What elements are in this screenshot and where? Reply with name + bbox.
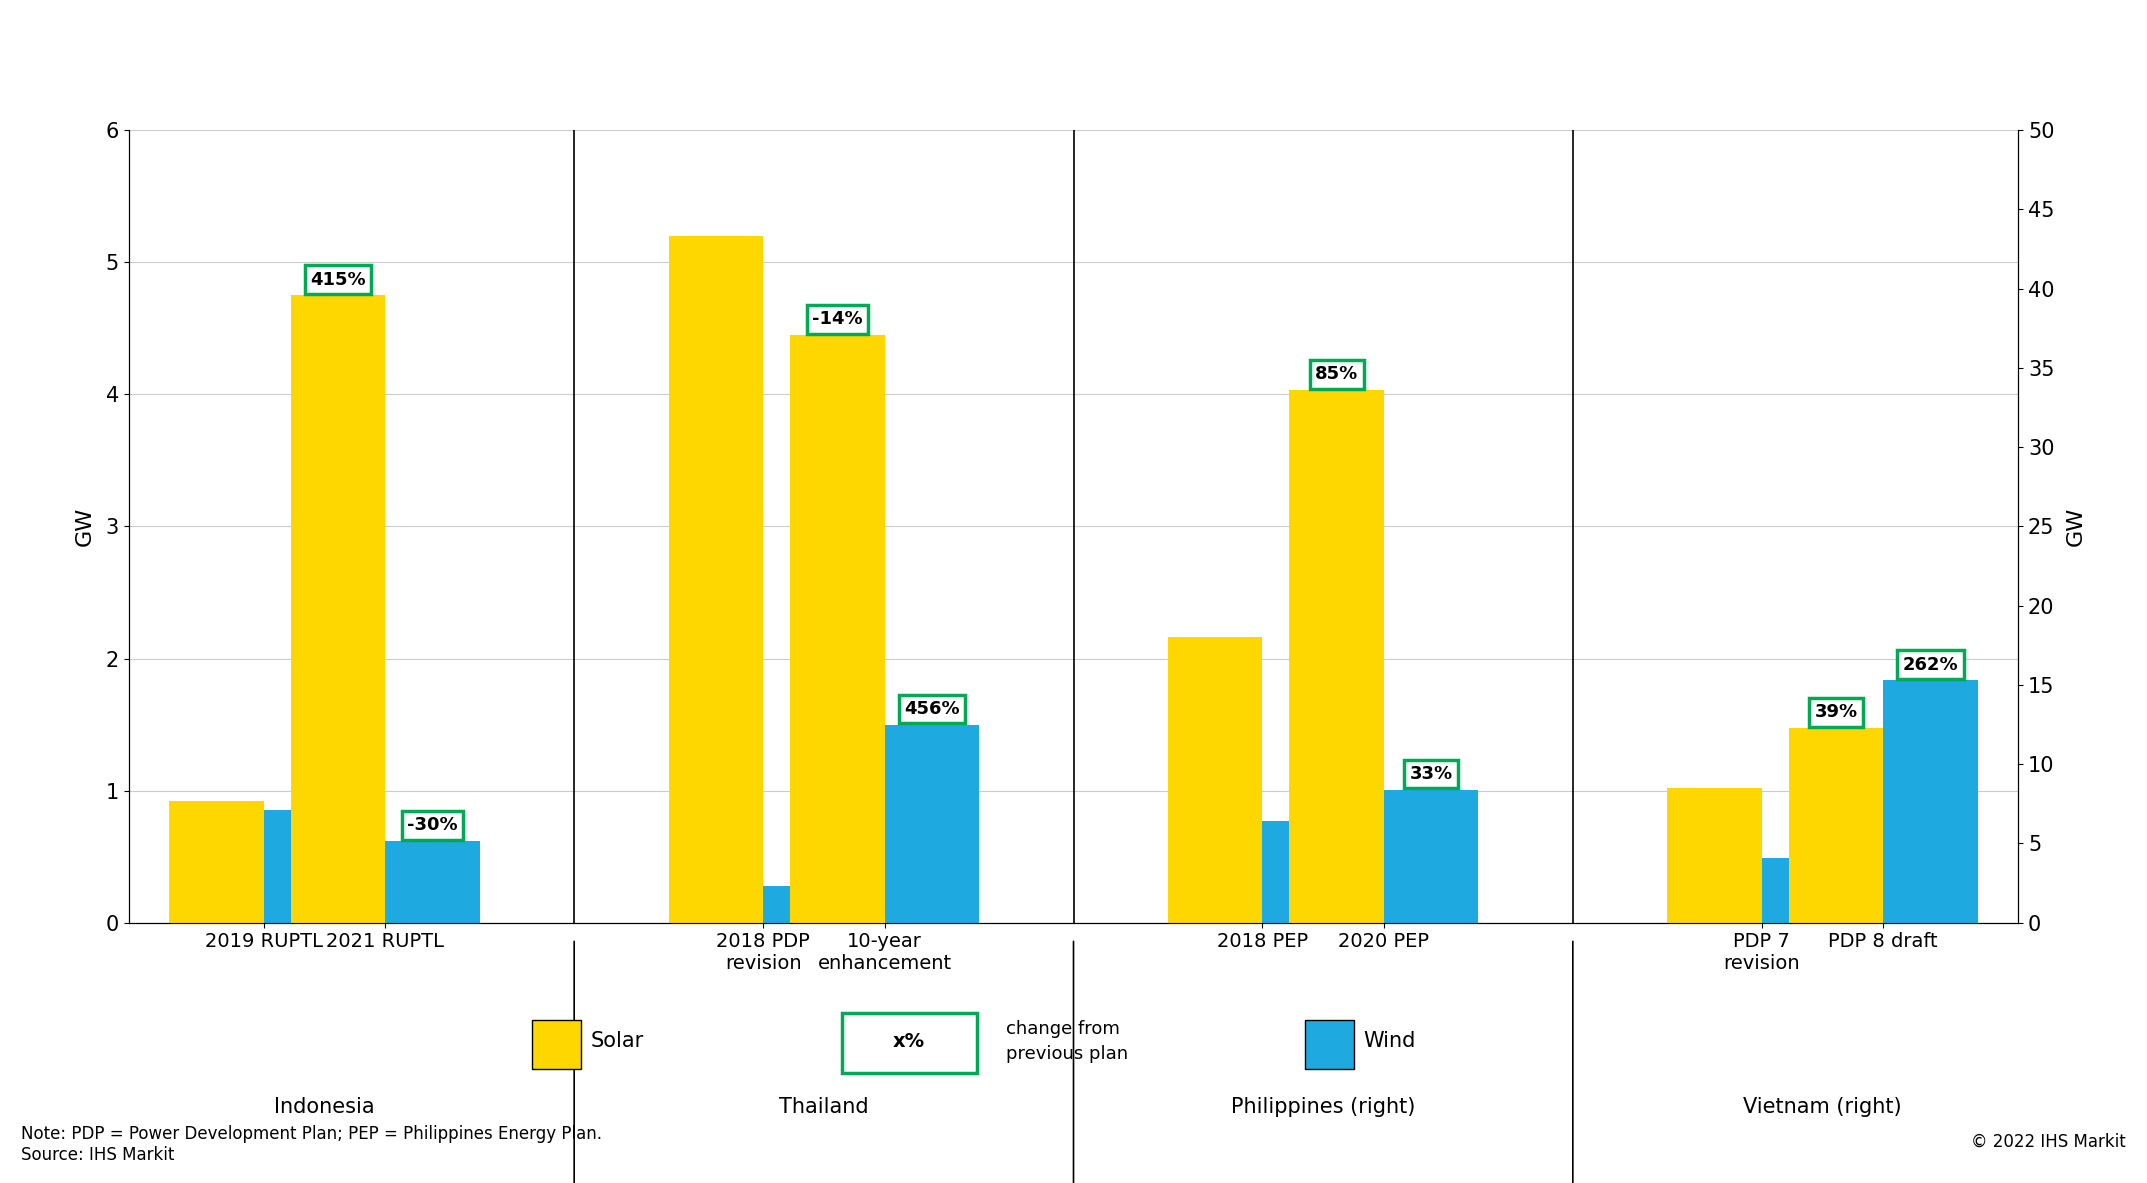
Text: Wind: Wind xyxy=(1363,1032,1415,1051)
Text: 262%: 262% xyxy=(1902,655,1958,673)
Bar xyxy=(885,724,979,923)
Text: 39%: 39% xyxy=(1814,703,1857,722)
Bar xyxy=(668,235,762,923)
FancyBboxPatch shape xyxy=(1305,1020,1355,1069)
Text: Solar: Solar xyxy=(590,1032,644,1051)
Bar xyxy=(790,335,885,923)
Text: Thailand: Thailand xyxy=(779,1097,870,1117)
Bar xyxy=(1385,789,1479,923)
Text: Vietnam (right): Vietnam (right) xyxy=(1743,1097,1902,1117)
Bar xyxy=(1883,680,1977,923)
Text: 85%: 85% xyxy=(1314,366,1359,383)
Text: Note: PDP = Power Development Plan; PEP = Philippines Energy Plan.
Source: IHS M: Note: PDP = Power Development Plan; PEP … xyxy=(21,1125,603,1164)
Text: Indonesia: Indonesia xyxy=(275,1097,376,1117)
Text: Change in solar and wind targets for 2030 across successive power development pl: Change in solar and wind targets for 203… xyxy=(26,39,1522,67)
Text: x%: x% xyxy=(893,1032,925,1051)
Bar xyxy=(1668,788,1763,923)
Text: © 2022 IHS Markit: © 2022 IHS Markit xyxy=(1971,1132,2126,1151)
Text: -14%: -14% xyxy=(812,310,863,328)
Bar xyxy=(1168,638,1262,923)
Text: 415%: 415% xyxy=(309,271,365,289)
Text: -30%: -30% xyxy=(408,816,457,834)
Bar xyxy=(290,296,384,923)
Bar xyxy=(1262,821,1357,923)
Text: 456%: 456% xyxy=(904,700,960,718)
Bar xyxy=(170,801,264,923)
Bar xyxy=(1290,390,1385,923)
Text: Philippines (right): Philippines (right) xyxy=(1230,1097,1415,1117)
Bar xyxy=(762,886,857,923)
Y-axis label: GW: GW xyxy=(75,506,94,547)
Bar xyxy=(264,810,359,923)
Y-axis label: GW: GW xyxy=(2065,506,2085,547)
Text: 33%: 33% xyxy=(1411,765,1454,783)
Bar xyxy=(1763,858,1857,923)
Bar xyxy=(384,841,479,923)
Bar xyxy=(1788,728,1883,923)
FancyBboxPatch shape xyxy=(842,1013,977,1073)
FancyBboxPatch shape xyxy=(532,1020,580,1069)
Text: change from
previous plan: change from previous plan xyxy=(1007,1020,1127,1062)
